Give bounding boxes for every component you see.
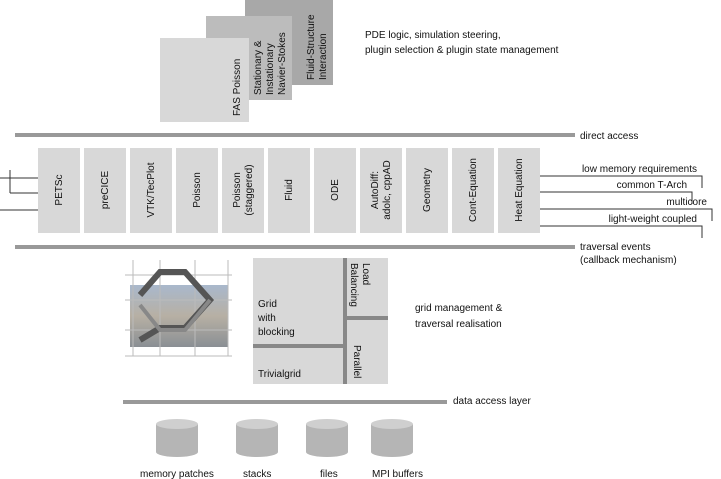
plugin-label: Fluid-Structure [306, 14, 317, 80]
component-box [84, 148, 126, 233]
component-label: AutoDiff: [370, 171, 381, 209]
grid-label: Load [360, 263, 371, 285]
component-label: (staggered) [244, 164, 255, 215]
property-label: common T-Arch [617, 180, 687, 191]
divider [253, 258, 388, 384]
property-label: light-weight coupled [609, 214, 697, 225]
grid-label: Balancing [348, 263, 359, 307]
component-label: Fluid [284, 179, 295, 201]
component-label: ODE [330, 179, 341, 201]
grid-label: Trivialgrid [258, 369, 301, 380]
storage-label: memory patches [140, 469, 214, 479]
component-box [498, 148, 540, 233]
connector [540, 175, 703, 188]
plugin-label: Stationary & [253, 40, 264, 95]
layer-label: data access layer [453, 396, 531, 407]
component-box [452, 148, 494, 233]
property-label: multicore [666, 197, 707, 208]
grid-label: Grid [258, 299, 277, 310]
grid-box [253, 258, 388, 384]
cylinder [371, 424, 413, 457]
cylinder [306, 424, 348, 457]
storage: memory patches stacks files MPI buffers [140, 419, 423, 479]
component-label: Poisson [192, 172, 203, 208]
plugin-label: Navier-Stokes [277, 32, 288, 95]
component-label: PETSc [54, 174, 65, 205]
component-box [38, 148, 80, 233]
plugin-label: FAS Poisson [232, 59, 243, 116]
component-label: adolc, cppAD [382, 160, 393, 219]
layer-label: direct access [580, 131, 638, 142]
layer-label: (callback mechanism) [580, 255, 677, 266]
plugin-label: Interaction [318, 33, 329, 80]
cylinder-top [306, 419, 348, 429]
cylinder-top [371, 419, 413, 429]
component-box [176, 148, 218, 233]
grid-label: Parallel [351, 345, 362, 378]
component-label: Heat Equation [514, 158, 525, 221]
layer-label: traversal events [580, 242, 651, 253]
connector [540, 191, 693, 204]
storage-label: MPI buffers [372, 469, 423, 479]
cylinder-top [156, 419, 198, 429]
cylinder [236, 424, 278, 457]
grid-image [125, 260, 232, 357]
description: grid management & [415, 303, 503, 314]
component-box [268, 148, 310, 233]
storage-label: files [320, 469, 338, 479]
component-label: Cont-Equation [468, 158, 479, 222]
component-label: preCICE [100, 171, 111, 210]
plugin-box [160, 38, 249, 122]
cylinder [156, 424, 198, 457]
storage-label: stacks [243, 469, 271, 479]
component-box [406, 148, 448, 233]
connector [540, 225, 703, 238]
connector [540, 208, 713, 221]
component-label: VTK/TecPlot [146, 162, 157, 217]
component-box [130, 148, 172, 233]
grid-label: with [257, 313, 276, 324]
description: traversal realisation [415, 319, 502, 330]
property-label: low memory requirements [582, 164, 697, 175]
description: PDE logic, simulation steering, [365, 30, 501, 41]
component-box [222, 148, 264, 233]
component-box [314, 148, 356, 233]
description: plugin selection & plugin state manageme… [365, 45, 559, 56]
plugin-label: Instationary [265, 43, 276, 95]
component-label: Poisson [232, 172, 243, 208]
component-box [360, 148, 402, 233]
component-label: Geometry [422, 168, 433, 212]
cylinder-top [236, 419, 278, 429]
connector [0, 170, 38, 211]
grid-label: blocking [258, 327, 295, 338]
